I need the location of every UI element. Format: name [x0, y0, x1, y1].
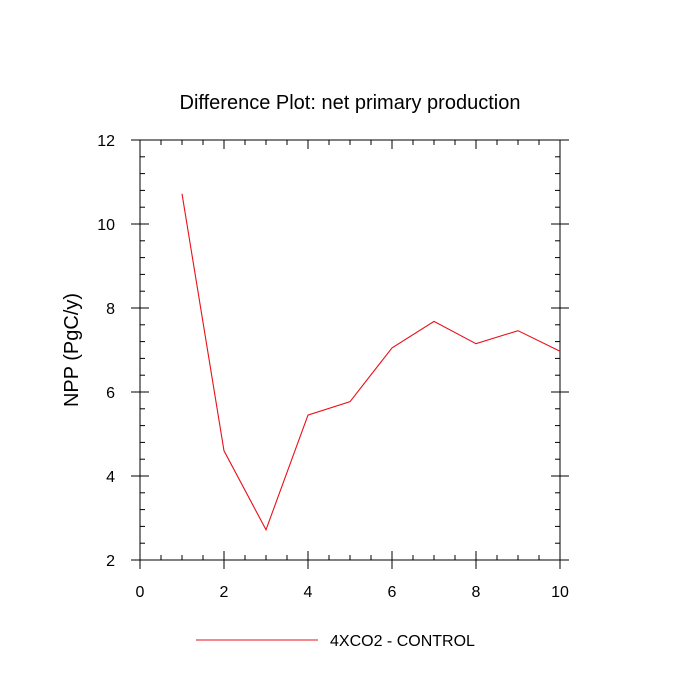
x-axis: 0 2 4 6 8 10 [136, 140, 569, 601]
y-tick-label: 4 [106, 469, 115, 486]
y-tick-label: 6 [106, 385, 115, 402]
x-tick-label: 4 [304, 584, 313, 601]
plot-border [139, 139, 561, 561]
x-tick-label: 10 [551, 584, 569, 601]
y-tick-label: 8 [106, 301, 115, 318]
plot-frame [139, 139, 561, 561]
legend-label-4xco2-control: 4XCO2 - CONTROL [330, 633, 475, 650]
legend: 4XCO2 - CONTROL [196, 633, 475, 650]
x-tick-label: 6 [388, 584, 397, 601]
series-line-4xco2-control [181, 193, 561, 532]
y-axis-label: NPP (PgC/y) [61, 293, 83, 407]
x-tick-label: 0 [136, 584, 145, 601]
x-tick-label: 8 [472, 584, 481, 601]
chart-title: Difference Plot: net primary production [180, 92, 521, 114]
x-tick-label: 2 [220, 584, 229, 601]
y-tick-label: 10 [97, 217, 115, 234]
series-layer [181, 193, 561, 532]
y-tick-label: 2 [106, 553, 115, 570]
y-axis: 2 4 6 8 10 12 [97, 133, 569, 570]
y-tick-label: 12 [97, 133, 115, 150]
